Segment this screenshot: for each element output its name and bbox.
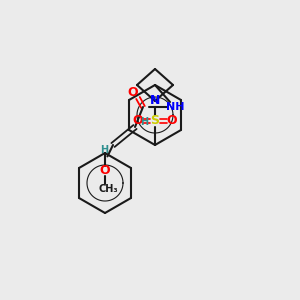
Text: O: O <box>128 86 138 100</box>
Text: O: O <box>100 164 110 178</box>
Text: O: O <box>133 115 143 128</box>
Text: N: N <box>150 94 160 107</box>
Text: CH₃: CH₃ <box>98 184 118 194</box>
Text: NH: NH <box>166 102 184 112</box>
Text: S: S <box>151 115 160 128</box>
Text: H: H <box>100 145 108 155</box>
Text: H: H <box>140 117 148 127</box>
Text: O: O <box>167 115 177 128</box>
